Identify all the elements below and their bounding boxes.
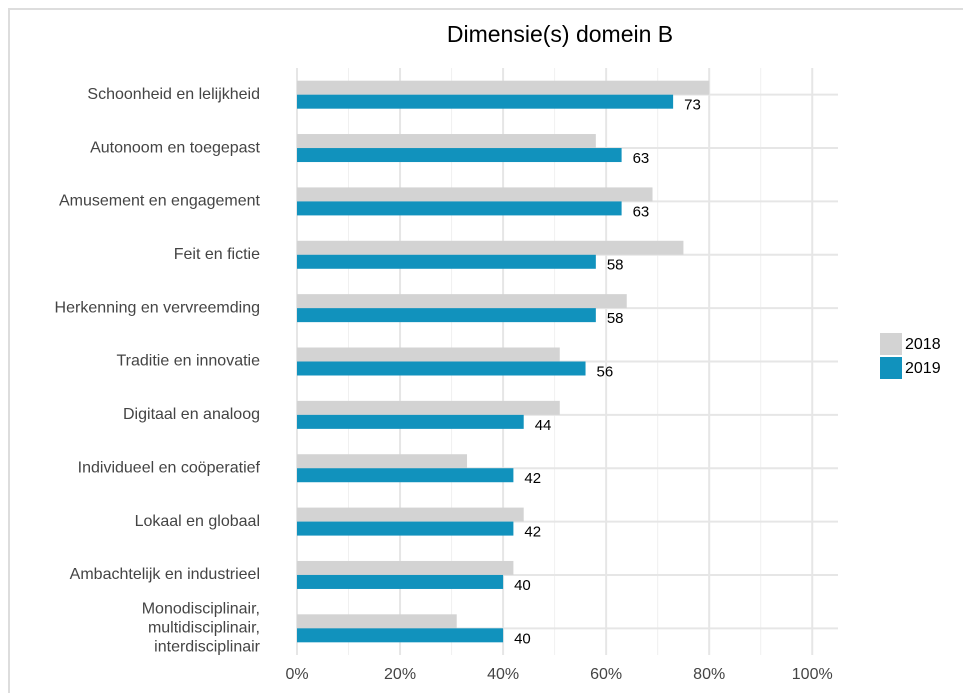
y-tick-label: Herkenning en vervreemding [55, 299, 260, 316]
bar [297, 148, 622, 163]
bar [297, 240, 684, 255]
bar [297, 201, 622, 216]
bar [297, 507, 524, 522]
y-tick-label: Digitaal en analoog [123, 406, 260, 423]
bar [297, 574, 504, 589]
bar [297, 254, 596, 269]
legend-swatch [880, 357, 902, 379]
y-tick-label: Lokaal en globaal [135, 513, 260, 530]
x-tick-label: 0% [285, 666, 308, 683]
chart-title: Dimensie(s) domein B [447, 21, 673, 47]
legend-label: 2019 [905, 360, 941, 377]
bar [297, 454, 468, 469]
bar [297, 187, 653, 202]
value-label: 44 [535, 417, 552, 434]
bar [297, 134, 596, 149]
bar [297, 400, 560, 415]
bar [297, 361, 586, 376]
bar [297, 347, 560, 362]
y-tick-label: Monodisciplinair, multidisciplinair, inter… [142, 601, 261, 656]
frame [8, 8, 963, 693]
y-tick-label: Autonoom en toegepast [90, 139, 260, 156]
bar [297, 468, 514, 483]
value-label: 58 [607, 257, 624, 274]
bar [297, 414, 524, 429]
y-tick-label: Ambachtelijk en industrieel [70, 566, 260, 583]
value-label: 63 [633, 150, 650, 167]
x-tick-label: 100% [792, 666, 833, 683]
value-label: 42 [524, 524, 541, 541]
y-tick-label: Traditie en innovatie [117, 353, 261, 370]
value-label: 63 [633, 203, 650, 220]
legend-label: 2018 [905, 336, 941, 353]
bar [297, 80, 710, 95]
x-tick-label: 20% [384, 666, 416, 683]
value-label: 58 [607, 310, 624, 327]
y-tick-label: Amusement en engagement [59, 193, 261, 210]
value-label: 40 [514, 630, 531, 647]
bar [297, 308, 596, 323]
y-tick-label: Schoonheid en lelijkheid [87, 86, 260, 103]
value-label: 56 [597, 363, 614, 380]
x-tick-label: 40% [487, 666, 519, 683]
bar [297, 521, 514, 536]
bar [297, 628, 504, 643]
y-tick-label: Feit en fictie [174, 246, 260, 263]
x-tick-label: 80% [693, 666, 725, 683]
bar [297, 614, 457, 629]
bar [297, 94, 674, 109]
value-label: 73 [684, 97, 701, 114]
legend-swatch [880, 333, 902, 355]
x-tick-label: 60% [590, 666, 622, 683]
bar [297, 560, 514, 575]
value-label: 40 [514, 577, 531, 594]
bar [297, 294, 627, 309]
value-label: 42 [524, 470, 541, 487]
y-tick-label: Individueel en coöperatief [78, 459, 261, 476]
